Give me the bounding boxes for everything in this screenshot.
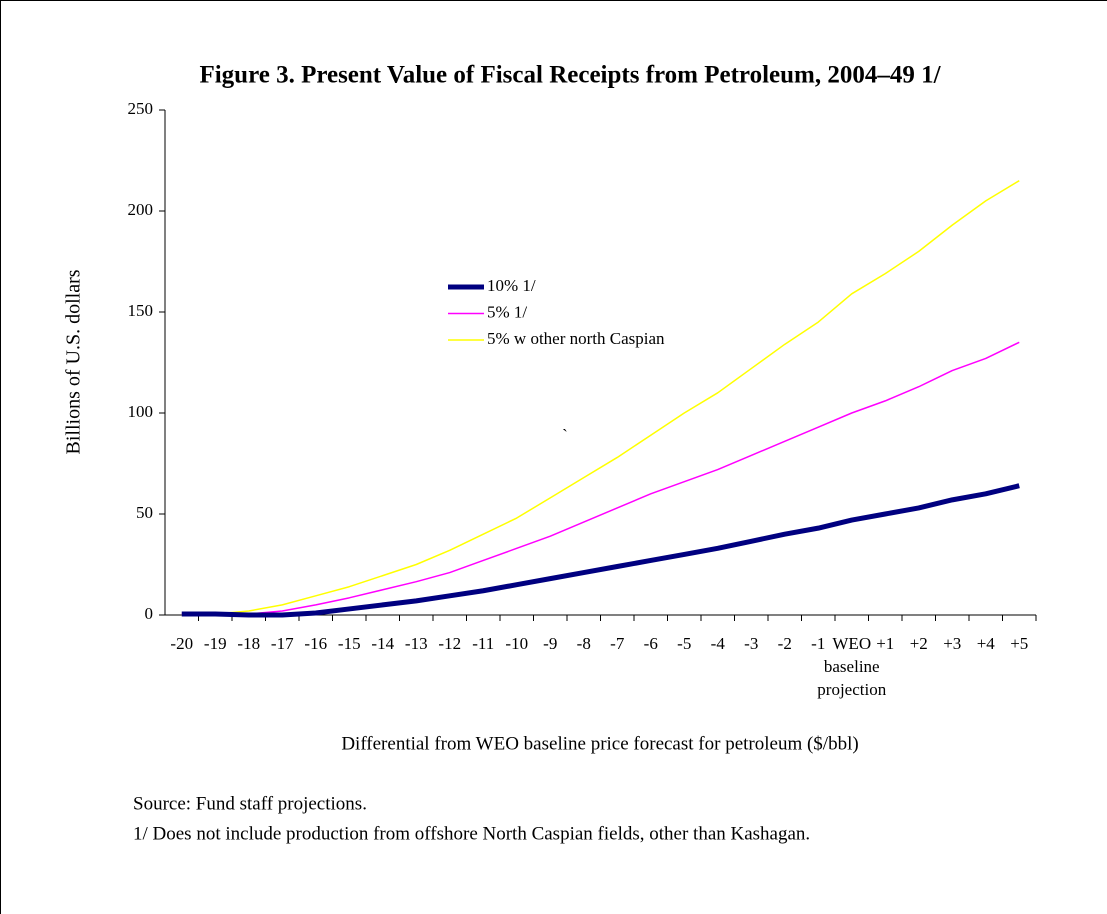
x-tick-label: -5: [677, 634, 691, 653]
legend-label: 5% w other north Caspian: [487, 329, 665, 348]
x-tick-label: -12: [438, 634, 461, 653]
x-tick-label: -19: [204, 634, 227, 653]
y-tick-label: 250: [128, 99, 154, 118]
legend-label: 5% 1/: [487, 302, 527, 321]
x-tick-label: -10: [505, 634, 528, 653]
x-tick-label: +5: [1010, 634, 1028, 653]
x-tick-label: +4: [977, 634, 996, 653]
source-note: Source: Fund staff projections.: [133, 793, 367, 814]
x-tick-label: -17: [271, 634, 294, 653]
x-tick-label: -20: [170, 634, 193, 653]
y-tick-label: 0: [145, 604, 154, 623]
x-tick-label: +3: [943, 634, 961, 653]
y-axis-label: Billions of U.S. dollars: [63, 269, 85, 454]
x-tick-label: -4: [711, 634, 726, 653]
legend-label: 10% 1/: [487, 276, 536, 295]
y-tick-label: 200: [128, 200, 154, 219]
x-tick-label: -13: [405, 634, 428, 653]
x-tick-label: -15: [338, 634, 361, 653]
x-tick-label: +2: [910, 634, 928, 653]
y-tick-label: 150: [128, 301, 154, 320]
x-tick-label: -14: [371, 634, 394, 653]
series-line: [181, 180, 1020, 616]
x-tick-label: -8: [577, 634, 591, 653]
chart-title: Figure 3. Present Value of Fiscal Receip…: [199, 62, 941, 89]
x-tick-label: -2: [778, 634, 792, 653]
x-tick-label: -18: [237, 634, 260, 653]
x-tick-label: -11: [472, 634, 494, 653]
x-tick-label: +1: [876, 634, 894, 653]
x-axis-label: Differential from WEO baseline price for…: [341, 733, 858, 754]
x-tick-label: -1: [811, 634, 825, 653]
y-tick-label: 50: [136, 503, 153, 522]
series-line: [181, 341, 1020, 616]
annotation: `: [562, 426, 568, 445]
x-tick-label: -7: [610, 634, 625, 653]
footnote: 1/ Does not include production from offs…: [133, 823, 810, 844]
x-tick-label: WEO baseline projection: [817, 634, 886, 699]
y-tick-label: 100: [128, 402, 154, 421]
x-tick-label: -6: [644, 634, 658, 653]
x-tick-label: -9: [543, 634, 557, 653]
series-line: [181, 483, 1020, 618]
x-tick-label: -16: [304, 634, 327, 653]
x-tick-label: -3: [744, 634, 758, 653]
